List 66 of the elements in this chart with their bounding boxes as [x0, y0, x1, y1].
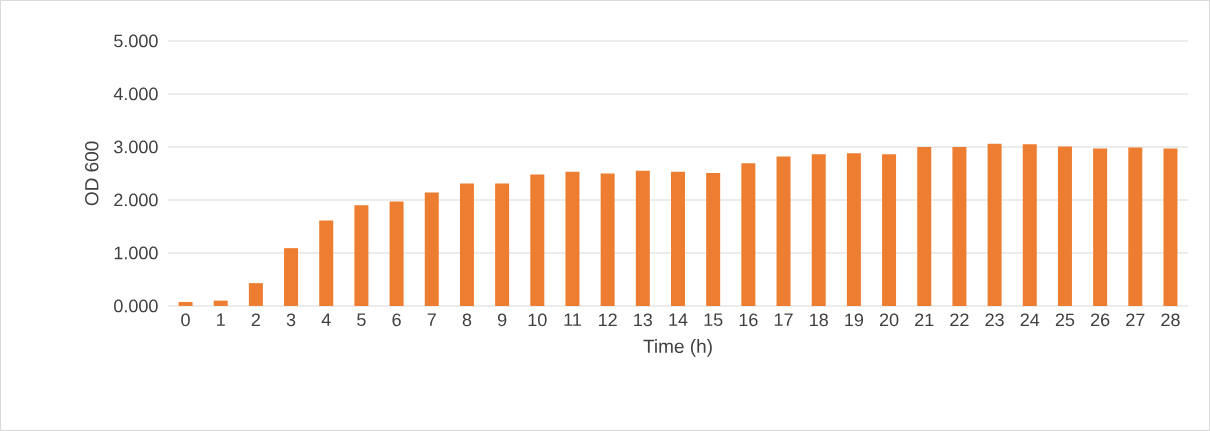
x-tick-label: 23 [985, 313, 1004, 327]
bar [178, 302, 193, 306]
x-tick-label: 24 [1020, 313, 1040, 327]
bar [1057, 146, 1072, 306]
bar [1022, 144, 1037, 306]
x-tick-label: 28 [1161, 313, 1180, 327]
bar [706, 172, 721, 306]
bar [530, 174, 545, 306]
x-tick-label: 3 [286, 313, 296, 327]
x-tick-label: 25 [1055, 313, 1075, 327]
x-tick-label: 27 [1126, 313, 1145, 327]
x-tick-label: 19 [845, 313, 864, 327]
x-tick-label: 4 [321, 313, 331, 326]
y-tick-label: 4.000 [113, 87, 158, 101]
y-tick-label: 2.000 [114, 193, 158, 207]
y-tick-label: 5.000 [114, 34, 158, 48]
y-axis-title: OD 600 [85, 141, 99, 206]
x-tick-label: 22 [950, 313, 969, 327]
x-axis-title: Time (h) [643, 339, 712, 357]
bar [776, 156, 791, 306]
y-tick-label: 1.000 [114, 246, 158, 260]
bar [319, 220, 334, 306]
x-tick-label: 10 [528, 313, 547, 327]
bar [987, 143, 1002, 306]
x-tick-label: 12 [599, 313, 617, 327]
x-tick-label: 13 [634, 313, 653, 327]
bar [671, 171, 686, 306]
bar [389, 201, 404, 306]
x-tick-label: 0 [181, 313, 190, 327]
x-tick-label: 15 [704, 313, 723, 327]
x-tick-label: 5 [357, 313, 366, 327]
x-tick-label: 18 [810, 313, 828, 327]
bar [213, 300, 228, 306]
x-tick-label: 26 [1091, 313, 1110, 327]
bar [284, 248, 299, 306]
x-tick-label: 16 [739, 313, 758, 327]
x-tick-label: 17 [774, 313, 793, 326]
bar [248, 283, 263, 306]
bar [1128, 147, 1143, 306]
bar [811, 154, 826, 306]
x-tick-label: 7 [427, 313, 436, 326]
bar [635, 170, 650, 306]
bar [741, 163, 756, 306]
bar [354, 205, 369, 306]
bar [565, 171, 580, 306]
x-tick-label: 8 [462, 313, 472, 327]
bar [846, 153, 861, 306]
bar [1163, 148, 1178, 306]
bar [459, 183, 474, 306]
x-tick-label: 9 [497, 313, 507, 327]
x-tick-label: 20 [879, 313, 899, 327]
x-tick-label: 2 [251, 313, 260, 327]
x-tick-label: 11 [564, 313, 581, 326]
bar [952, 146, 967, 306]
bar [495, 183, 510, 306]
bar [1093, 148, 1108, 306]
y-tick-label: 0.000 [114, 299, 158, 313]
bar [882, 154, 897, 306]
x-tick-label: 21 [915, 313, 934, 327]
y-tick-label: 3.000 [114, 140, 158, 154]
bar [917, 146, 932, 306]
x-tick-label: 14 [669, 313, 688, 326]
bar [424, 192, 439, 306]
x-tick-label: 1 [217, 313, 225, 326]
bar [600, 173, 615, 306]
x-tick-label: 6 [392, 313, 401, 327]
